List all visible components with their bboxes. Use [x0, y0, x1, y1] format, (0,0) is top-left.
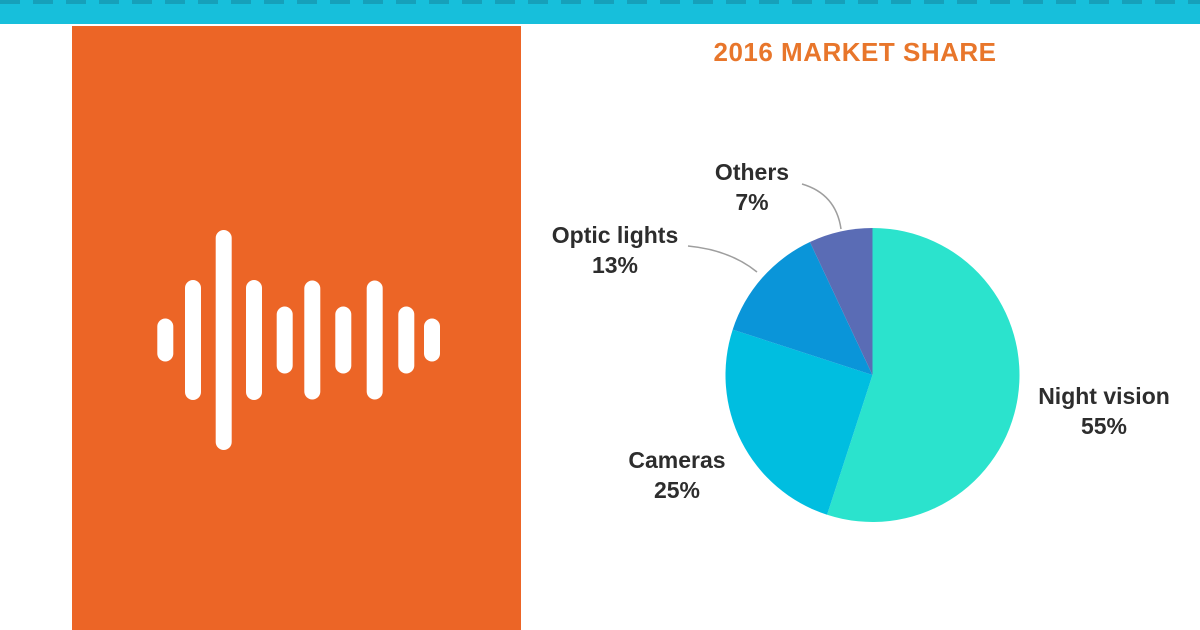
pie-label-others: Others 7%: [715, 157, 789, 217]
pie-slice-optic-lights: [732, 241, 873, 375]
pie-label-cameras: Cameras 25%: [628, 445, 725, 505]
top-bar: [0, 0, 1200, 24]
leader-line-others: [801, 183, 842, 230]
pie-label-value: 13%: [591, 252, 639, 278]
brand-panel: [72, 26, 521, 630]
pie-slice-night-vision: [827, 228, 1020, 522]
pie-label-value: 7%: [735, 189, 769, 215]
pie-label-name: Cameras: [628, 447, 726, 473]
pie-label-name: Others: [714, 159, 790, 185]
pie-label-value: 55%: [1080, 413, 1128, 439]
pie-label-optic-lights: Optic lights 13%: [552, 220, 679, 280]
pie-label-value: 25%: [653, 477, 701, 503]
audio-waveform-icon: [157, 230, 440, 450]
pie-slice-others: [809, 228, 873, 375]
cropped-text-remnant: [0, 0, 1200, 4]
leader-line-optic-lights: [687, 245, 758, 273]
pie-slice-cameras: [725, 329, 873, 515]
pie-slices: [725, 228, 1020, 522]
chart-title: 2016 MARKET SHARE: [713, 37, 997, 67]
pie-label-night-vision: Night vision 55%: [1038, 381, 1170, 441]
pie-label-name: Night vision: [1038, 383, 1170, 409]
pie-label-name: Optic lights: [551, 222, 679, 248]
